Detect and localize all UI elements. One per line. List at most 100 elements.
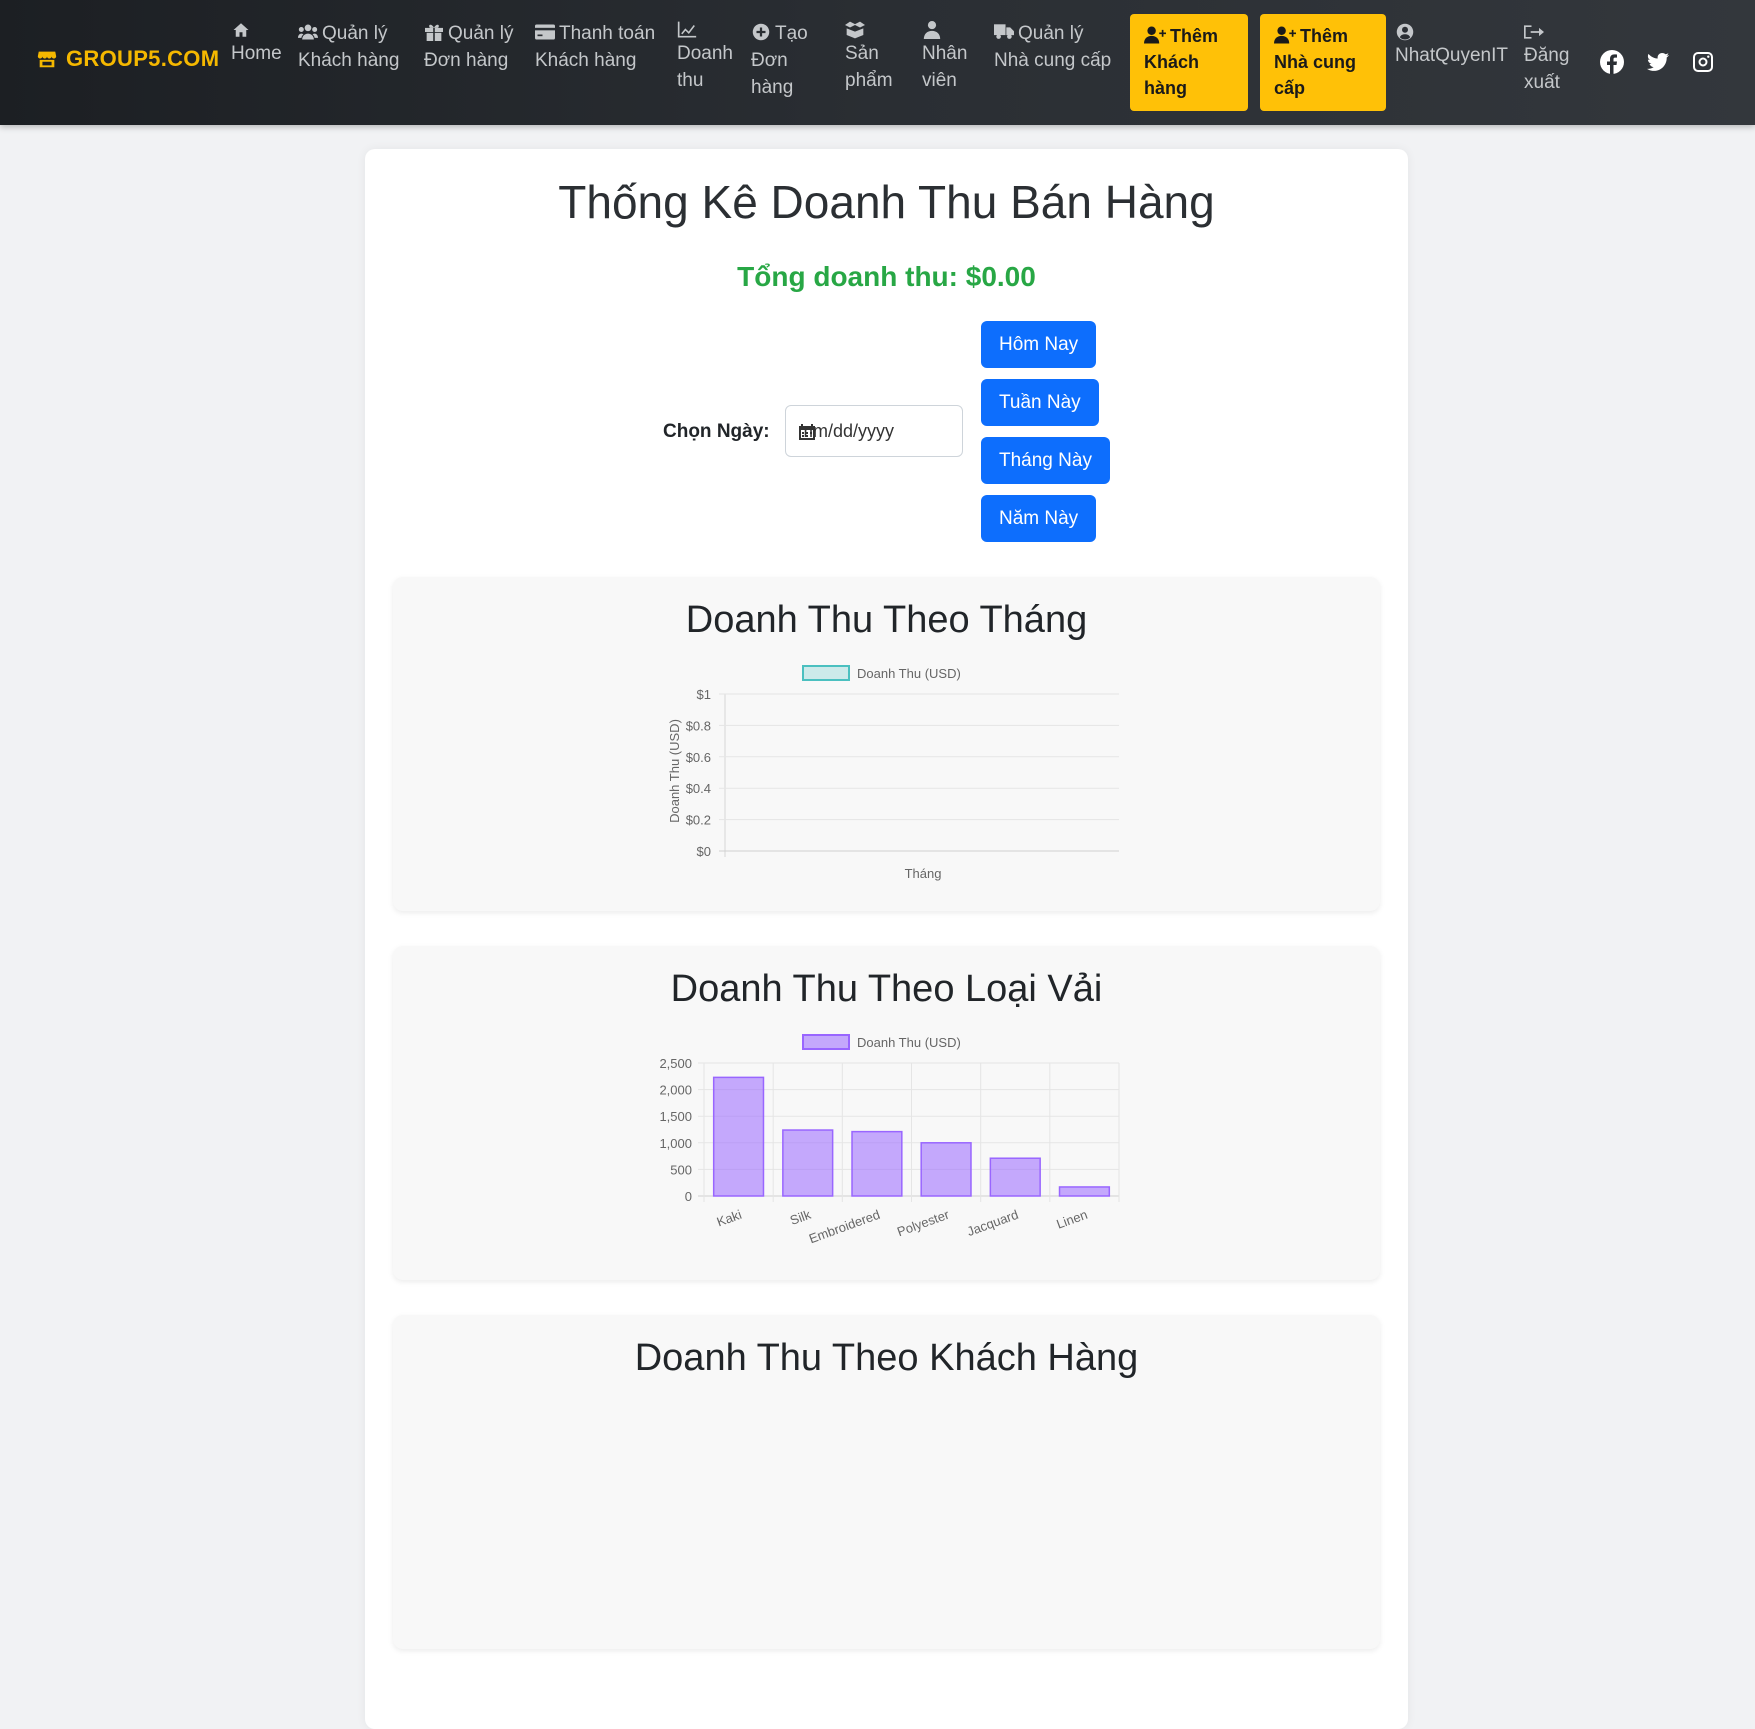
nav-suppliers-label-2: Nhà cung cấp — [994, 50, 1112, 71]
nav-orders[interactable]: Quản lý Đơn hàng — [424, 20, 513, 74]
gift-icon — [424, 22, 444, 41]
monthly-legend-label: Doanh Thu (USD) — [857, 666, 961, 681]
this-year-button[interactable]: Năm Này — [981, 495, 1097, 542]
nav-staff-label-2: viên — [922, 70, 957, 91]
fabric-y-tick: 500 — [670, 1162, 692, 1177]
monthly-x-axis-label: Tháng — [905, 866, 942, 881]
nav-user[interactable]: NhatQuyenIT — [1395, 22, 1508, 69]
today-button[interactable]: Hôm Nay — [981, 321, 1097, 368]
add-supplier-button[interactable]: Thêm Nhà cung cấp — [1260, 14, 1386, 111]
nav-home[interactable]: Home — [231, 20, 282, 67]
add-supplier-label-1: Thêm — [1300, 26, 1349, 46]
date-input[interactable]: mm/dd/yyyy — [785, 405, 963, 457]
nav-logout-label-2: xuất — [1524, 72, 1560, 93]
fabric-y-tick: 1,500 — [659, 1109, 692, 1124]
brand-logo[interactable]: GROUP5.COM — [36, 46, 219, 72]
nav-customers[interactable]: Quản lý Khách hàng — [298, 20, 399, 74]
this-week-button[interactable]: Tuần Này — [981, 379, 1099, 426]
nav-create-order-label-2: Đơn — [751, 50, 788, 71]
facebook-icon[interactable] — [1600, 50, 1624, 74]
date-placeholder: mm/dd/yyyy — [798, 421, 895, 441]
monthly-y-tick: $1 — [697, 687, 711, 702]
sign-out-icon — [1524, 22, 1544, 40]
nav-create-order[interactable]: Tạo Đơn hàng — [751, 20, 808, 101]
user-circle-icon — [1395, 22, 1415, 41]
monthly-chart-title: Doanh Thu Theo Tháng — [685, 599, 1088, 641]
nav-payments-label-2: Khách hàng — [535, 50, 637, 71]
fabric-bar — [851, 1130, 903, 1197]
add-customer-button[interactable]: Thêm Khách hàng — [1130, 14, 1248, 111]
nav-orders-label-1: Quản lý — [448, 23, 514, 44]
box-open-icon — [845, 20, 865, 39]
monthly-y-tick: $0.2 — [686, 813, 711, 828]
nav-staff[interactable]: Nhân viên — [922, 20, 967, 94]
fabric-y-tick: 1,000 — [659, 1136, 692, 1151]
fabric-x-tick: Kaki — [715, 1207, 744, 1230]
fabric-bar — [920, 1142, 972, 1197]
add-customer-label-2: Khách — [1144, 52, 1200, 72]
user-tie-icon — [922, 20, 942, 39]
fabric-x-tick: Jacquard — [965, 1207, 1020, 1239]
fabric-chart-title: Doanh Thu Theo Loại Vải — [670, 968, 1103, 1010]
add-supplier-label-3: cấp — [1274, 78, 1306, 98]
this-month-button[interactable]: Tháng Này — [981, 437, 1110, 484]
fabric-bar — [712, 1076, 765, 1197]
fabric-legend-label: Doanh Thu (USD) — [857, 1035, 961, 1050]
fabric-y-tick: 2,000 — [659, 1083, 692, 1098]
total-revenue: Tổng doanh thu: $0.00 — [737, 261, 1036, 292]
user-plus-icon — [1144, 25, 1166, 44]
monthly-y-tick: $0.8 — [686, 718, 711, 733]
nav-suppliers[interactable]: Quản lý Nhà cung cấp — [994, 20, 1111, 74]
home-icon — [231, 20, 251, 38]
fabric-bar — [782, 1129, 834, 1197]
nav-revenue-label-1: Doanh — [677, 43, 733, 64]
fabric-bar — [989, 1157, 1041, 1197]
monthly-revenue-card: Doanh Thu Theo Tháng Doanh Thu (USD) $0 $… — [393, 577, 1380, 911]
fabric-revenue-chart: Doanh Thu (USD) 0 500 1,000 1,500 2,000 2,500… — [659, 1034, 1120, 1246]
monthly-y-tick: $0.4 — [686, 781, 711, 796]
nav-products-label-2: phẩm — [845, 70, 893, 91]
fabric-revenue-card: Doanh Thu Theo Loại Vải Doanh Thu (USD) … — [393, 946, 1380, 1280]
nav-suppliers-label-1: Quản lý — [1018, 23, 1084, 44]
users-icon — [298, 22, 318, 40]
nav-staff-label-1: Nhân — [922, 43, 968, 64]
fabric-bar — [1058, 1186, 1111, 1197]
fabric-y-tick: 0 — [685, 1189, 692, 1204]
customer-chart-title: Doanh Thu Theo Khách Hàng — [634, 1337, 1139, 1379]
monthly-y-tick: $0.6 — [686, 750, 711, 765]
nav-home-label: Home — [231, 43, 282, 64]
monthly-y-axis-label: Doanh Thu (USD) — [667, 719, 682, 823]
nav-revenue[interactable]: Doanh thu — [677, 20, 733, 94]
page-title: Thống Kê Doanh Thu Bán Hàng — [558, 176, 1215, 228]
truck-icon — [994, 22, 1014, 40]
monthly-revenue-chart: Doanh Thu (USD) $0 $0.2 $0.4 $0.6 $0.8 $1 Thá… — [667, 665, 1119, 881]
twitter-icon[interactable] — [1646, 50, 1670, 74]
calendar-icon[interactable] — [798, 423, 816, 441]
date-label: Chọn Ngày: — [663, 421, 770, 442]
nav-customers-label-2: Khách hàng — [298, 50, 400, 71]
nav-products[interactable]: Sản phẩm — [845, 20, 893, 94]
line-chart-icon — [677, 20, 697, 38]
add-customer-label-1: Thêm — [1170, 26, 1219, 46]
nav-orders-label-2: Đơn hàng — [424, 50, 509, 71]
credit-card-icon — [535, 22, 555, 40]
nav-payments[interactable]: Thanh toán Khách hàng — [535, 20, 655, 74]
plus-circle-icon — [751, 22, 771, 41]
nav-logout-label-1: Đăng — [1524, 45, 1570, 66]
store-icon — [37, 51, 57, 68]
nav-logout[interactable]: Đăng xuất — [1524, 22, 1569, 96]
fabric-x-tick: Silk — [788, 1207, 813, 1228]
nav-products-label-1: Sản — [845, 43, 879, 64]
nav-create-order-label-3: hàng — [751, 77, 794, 98]
fabric-chart-bars — [712, 1076, 1111, 1197]
fabric-legend-swatch — [802, 1034, 850, 1050]
monthly-legend-swatch — [802, 665, 850, 681]
monthly-chart-grid: $0 $0.2 $0.4 $0.6 $0.8 $1 — [686, 687, 1119, 859]
fabric-y-tick: 2,500 — [659, 1056, 692, 1071]
add-supplier-label-2: Nhà cung — [1274, 52, 1357, 72]
user-plus-icon — [1274, 25, 1296, 44]
instagram-icon[interactable] — [1691, 50, 1715, 74]
fabric-x-tick: Linen — [1054, 1207, 1089, 1232]
nav-user-label: NhatQuyenIT — [1395, 45, 1508, 66]
brand-label: GROUP5.COM — [66, 46, 220, 71]
